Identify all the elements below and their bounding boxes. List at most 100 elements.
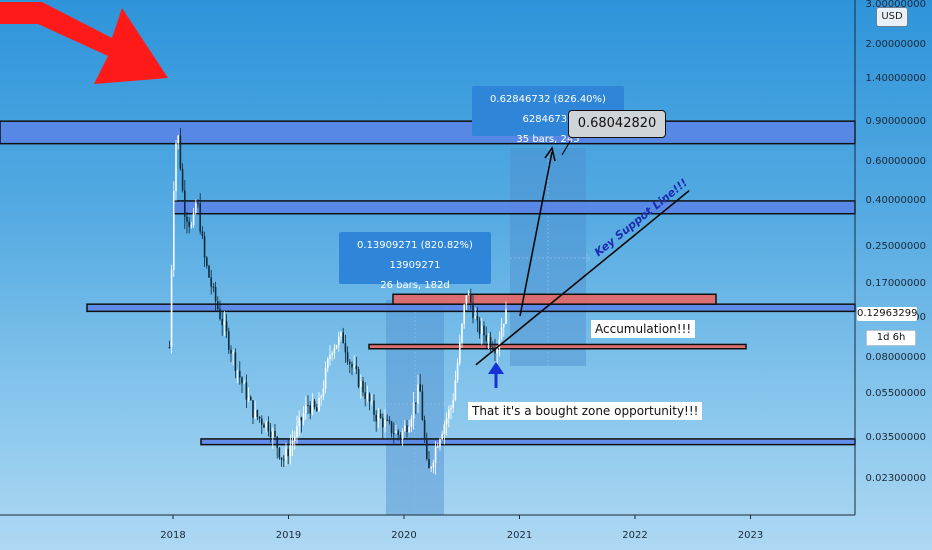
candle-body (421, 391, 424, 420)
candle-body (445, 418, 448, 425)
candle-body (364, 392, 366, 399)
candle-body (203, 236, 206, 258)
key-support-trendline[interactable] (475, 190, 690, 366)
y-tick-label: 0.08000000 (865, 351, 926, 363)
candle-body (476, 315, 479, 321)
candle-body (408, 426, 410, 432)
candle-body (225, 321, 228, 332)
candle-body (183, 190, 186, 217)
candle-body (324, 368, 327, 389)
candle-body (280, 457, 283, 460)
y-tick-label: 2.00000000 (865, 38, 926, 50)
candle-body (412, 402, 415, 419)
candle-body (399, 434, 402, 440)
candle-body (307, 405, 309, 407)
candle-body (384, 419, 386, 428)
y-tick-label: 0.40000000 (865, 195, 926, 207)
candle-body (502, 323, 505, 328)
candle-body (313, 400, 316, 408)
candle-body (373, 400, 375, 415)
candle-body (247, 397, 250, 400)
candle-body (318, 397, 320, 412)
candle-body (192, 212, 195, 226)
candle-body (252, 400, 254, 418)
bought-zone-note[interactable]: That it's a bought zone opportunity!!! (468, 402, 703, 420)
candle-body (441, 434, 443, 440)
candle-body (269, 431, 272, 438)
candle-body (496, 348, 498, 354)
candle-body (461, 323, 463, 343)
measure-2-time-arrow (584, 253, 591, 263)
x-tick-label: 2021 (506, 530, 533, 541)
measure-1-range-box[interactable] (386, 300, 444, 515)
timeframe-badge[interactable]: 1d 6h (866, 330, 916, 346)
candle-body (322, 388, 325, 397)
candle-body (236, 370, 239, 372)
candle-body (432, 462, 435, 468)
candle-body (168, 347, 171, 349)
resistance-zone[interactable] (392, 293, 717, 305)
candle-body (320, 396, 322, 398)
candle-body (474, 315, 476, 319)
resistance-zone[interactable] (368, 343, 747, 350)
candle-body (172, 191, 175, 270)
candle-body (241, 377, 243, 384)
candle-body (483, 325, 485, 336)
x-tick-label: 2019 (275, 530, 302, 541)
candle-body (243, 382, 245, 384)
candle-body (480, 325, 483, 335)
candle-body (469, 293, 472, 303)
candle-body (487, 336, 490, 342)
candle-body (439, 439, 441, 447)
candle-body (390, 421, 393, 434)
candle-body (170, 269, 173, 348)
candle-body (344, 343, 347, 353)
blue-up-arrowhead (488, 362, 504, 374)
candle-body (428, 458, 430, 469)
candle-body (263, 424, 265, 428)
candle-body (355, 365, 358, 370)
y-tick-label: 0.03500000 (865, 431, 926, 443)
candle-body (208, 265, 210, 278)
measure-label-1[interactable]: 0.13909271 (820.82%) 13909271 26 bars, 1… (339, 232, 491, 291)
candle-body (278, 447, 281, 458)
currency-badge[interactable]: USD (876, 7, 908, 27)
support-zone[interactable] (173, 200, 856, 215)
support-zone[interactable] (200, 438, 856, 446)
candle-body (456, 363, 459, 381)
candle-body (276, 436, 278, 448)
candle-body (436, 446, 439, 448)
target-price-callout[interactable]: 0.68042820 (568, 110, 666, 138)
candle-body (491, 347, 494, 350)
measure-2-change: 0.62846732 (826.40%) 62846732 (490, 94, 606, 125)
projection-arrow-line[interactable] (519, 151, 553, 317)
y-tick-label: 3.00000000 (865, 0, 926, 11)
candle-body (447, 409, 450, 419)
candle-body (478, 320, 481, 335)
candle-body (388, 420, 391, 422)
candle-body (210, 277, 212, 287)
candle-body (186, 216, 188, 222)
support-zone[interactable] (0, 120, 856, 145)
candle-body (300, 417, 303, 421)
candle-body (238, 370, 241, 378)
candle-body (342, 332, 344, 344)
candle-body (423, 419, 426, 440)
candle-body (401, 431, 404, 440)
y-tick-label: 0.05500000 (865, 387, 926, 399)
red-pointer-arrow (0, 2, 168, 84)
candle-body (333, 348, 336, 354)
candle-body (472, 302, 474, 319)
candle-body (223, 321, 226, 326)
accumulation-note[interactable]: Accumulation!!! (591, 320, 696, 338)
candle-body (370, 400, 373, 402)
candle-body (258, 416, 261, 419)
candle-body (397, 430, 399, 435)
candle-body (381, 417, 384, 428)
candle-body (414, 402, 417, 404)
candle-body (375, 414, 377, 422)
candle-body (245, 382, 248, 400)
y-tick-label: 0.25000000 (865, 240, 926, 252)
candle-body (188, 221, 190, 227)
